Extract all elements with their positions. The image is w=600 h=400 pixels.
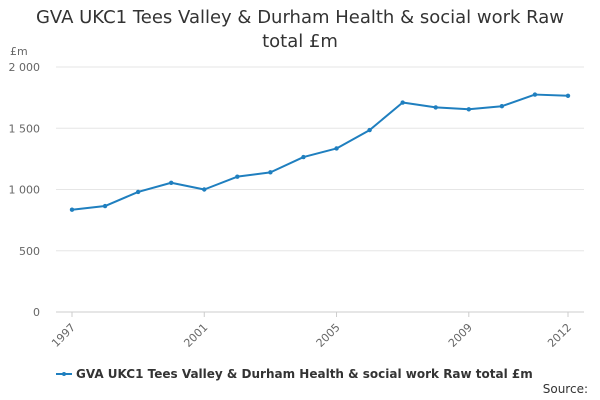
data-point[interactable] — [433, 105, 438, 110]
y-tick-label: 0 — [33, 306, 40, 319]
data-point[interactable] — [499, 104, 505, 109]
data-point[interactable] — [69, 207, 75, 212]
x-tick-label: 1997 — [49, 321, 78, 350]
chart-title-line-1: GVA UKC1 Tees Valley & Durham Health & s… — [35, 7, 565, 28]
data-point[interactable] — [268, 170, 273, 175]
x-tick-label: 2009 — [446, 321, 475, 350]
legend-marker — [62, 372, 66, 376]
data-point[interactable] — [532, 92, 538, 97]
legend[interactable]: GVA UKC1 Tees Valley & Durham Health & s… — [56, 365, 533, 383]
data-point[interactable] — [301, 154, 306, 160]
legend-swatch — [56, 369, 72, 379]
y-tick-label: 500 — [19, 245, 40, 258]
chart-title: GVA UKC1 Tees Valley & Durham Health & s… — [0, 6, 600, 54]
x-tick-label: 2005 — [314, 321, 343, 350]
series-line — [71, 93, 569, 211]
source-label: Source: — [542, 382, 588, 396]
data-point[interactable] — [334, 146, 339, 151]
data-point[interactable] — [235, 174, 240, 179]
data-point[interactable] — [367, 127, 372, 133]
y-tick-label: 2 000 — [9, 61, 41, 74]
x-tick-label: 2012 — [545, 321, 574, 350]
data-point[interactable] — [202, 187, 207, 192]
data-point[interactable] — [135, 189, 141, 195]
data-point[interactable] — [565, 93, 571, 98]
x-tick-label: 2001 — [181, 321, 210, 350]
data-point[interactable] — [400, 100, 405, 105]
data-point[interactable] — [169, 180, 174, 185]
chart-title-line-2: total £m — [262, 31, 338, 52]
x-tick-labels: 1997 2001 2005 2009 2012 — [49, 321, 574, 350]
y-tick-labels: 0 500 1 000 1 500 2 000 — [9, 61, 41, 319]
x-axis — [56, 311, 584, 317]
series-group — [69, 92, 571, 212]
y-tick-label: 1 000 — [9, 184, 41, 197]
gridlines — [56, 66, 584, 252]
y-unit-label: £m — [10, 45, 28, 58]
data-point[interactable] — [466, 107, 471, 112]
y-tick-label: 1 500 — [9, 122, 41, 135]
data-point[interactable] — [102, 203, 108, 209]
legend-label: GVA UKC1 Tees Valley & Durham Health & s… — [76, 367, 533, 381]
